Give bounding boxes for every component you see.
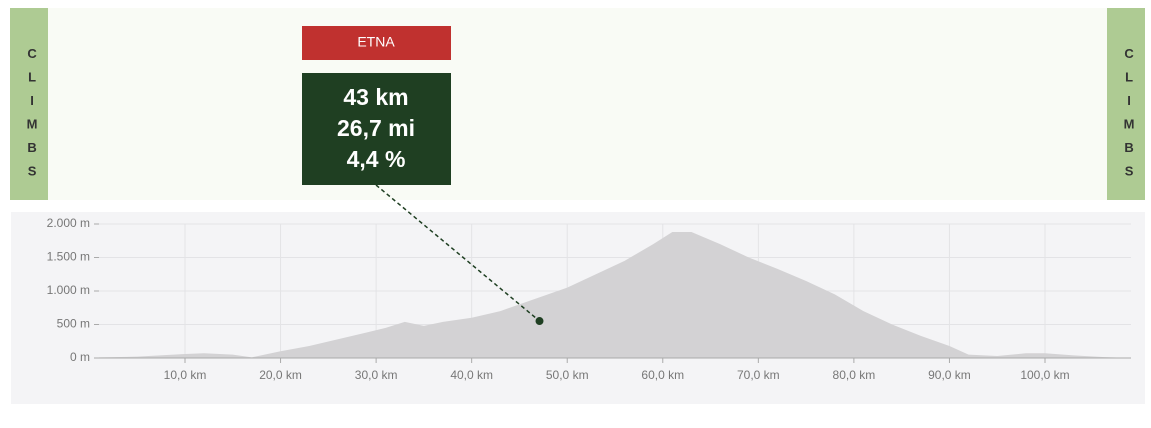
climb-name-box[interactable] (302, 26, 451, 60)
climb-gradient: 4,4 % (347, 146, 406, 172)
sidebar-label: CLIMBS (25, 46, 40, 187)
y-tick-label: 0 m (70, 350, 90, 364)
climb-distance-mi: 26,7 mi (337, 115, 415, 141)
x-tick-label: 50,0 km (546, 368, 589, 382)
climb-marker (535, 317, 544, 326)
sidebar-label: CLIMBS (1122, 46, 1137, 187)
climb-distance: 43 km (343, 84, 408, 110)
x-tick-label: 20,0 km (259, 368, 302, 382)
y-tick-label: 2.000 m (47, 216, 90, 230)
x-tick-label: 10,0 km (164, 368, 207, 382)
climbs-panel (10, 8, 1145, 200)
leader-line (375, 184, 540, 322)
x-tick-label: 100,0 km (1020, 368, 1069, 382)
elevation-area (99, 232, 1131, 358)
y-tick-label: 1.500 m (47, 250, 90, 264)
right-sidebar (1107, 8, 1145, 200)
x-tick-label: 80,0 km (833, 368, 876, 382)
climb-info-box (302, 73, 451, 185)
left-sidebar (10, 8, 48, 200)
x-tick-label: 90,0 km (928, 368, 971, 382)
x-tick-label: 40,0 km (450, 368, 493, 382)
x-tick-label: 30,0 km (355, 368, 398, 382)
x-tick-label: 70,0 km (737, 368, 780, 382)
y-tick-label: 500 m (57, 317, 90, 331)
climb-name: ETNA (357, 34, 395, 50)
y-tick-label: 1.000 m (47, 283, 90, 297)
x-tick-label: 60,0 km (641, 368, 684, 382)
